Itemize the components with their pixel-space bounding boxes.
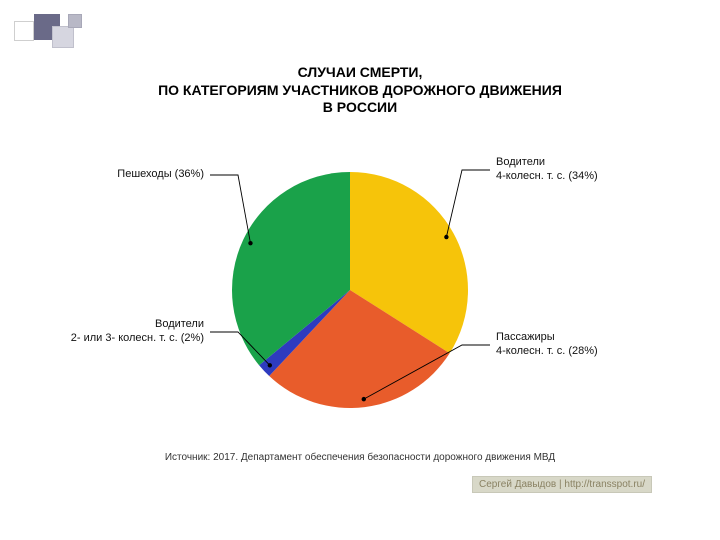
slice-label-line2: 2- или 3- колесн. т. с. (2%) xyxy=(71,332,204,346)
slice-label-line2: 4-колесн. т. с. (28%) xyxy=(496,345,598,359)
slice-label-line1: Пешеходы (36%) xyxy=(117,168,204,182)
leader-line xyxy=(446,170,490,237)
slice-label-line1: Водители xyxy=(71,318,204,332)
slice-label-line1: Водители xyxy=(496,156,598,170)
slice-label-line1: Пассажиры xyxy=(496,331,598,345)
credit-label: Сергей Давыдов | http://transspot.ru/ xyxy=(472,476,652,493)
slice-label-drivers23w: Водители2- или 3- колесн. т. с. (2%) xyxy=(71,318,204,346)
slice-label-pedestrians: Пешеходы (36%) xyxy=(117,168,204,182)
slice-label-passengers4w: Пассажиры4-колесн. т. с. (28%) xyxy=(496,331,598,359)
slice-label-line2: 4-колесн. т. с. (34%) xyxy=(496,170,598,184)
slice-label-drivers4w: Водители4-колесн. т. с. (34%) xyxy=(496,156,598,184)
leader-line xyxy=(210,175,250,243)
leader-dot xyxy=(362,397,366,401)
source-text: Источник: 2017. Департамент обеспечения … xyxy=(0,452,720,463)
